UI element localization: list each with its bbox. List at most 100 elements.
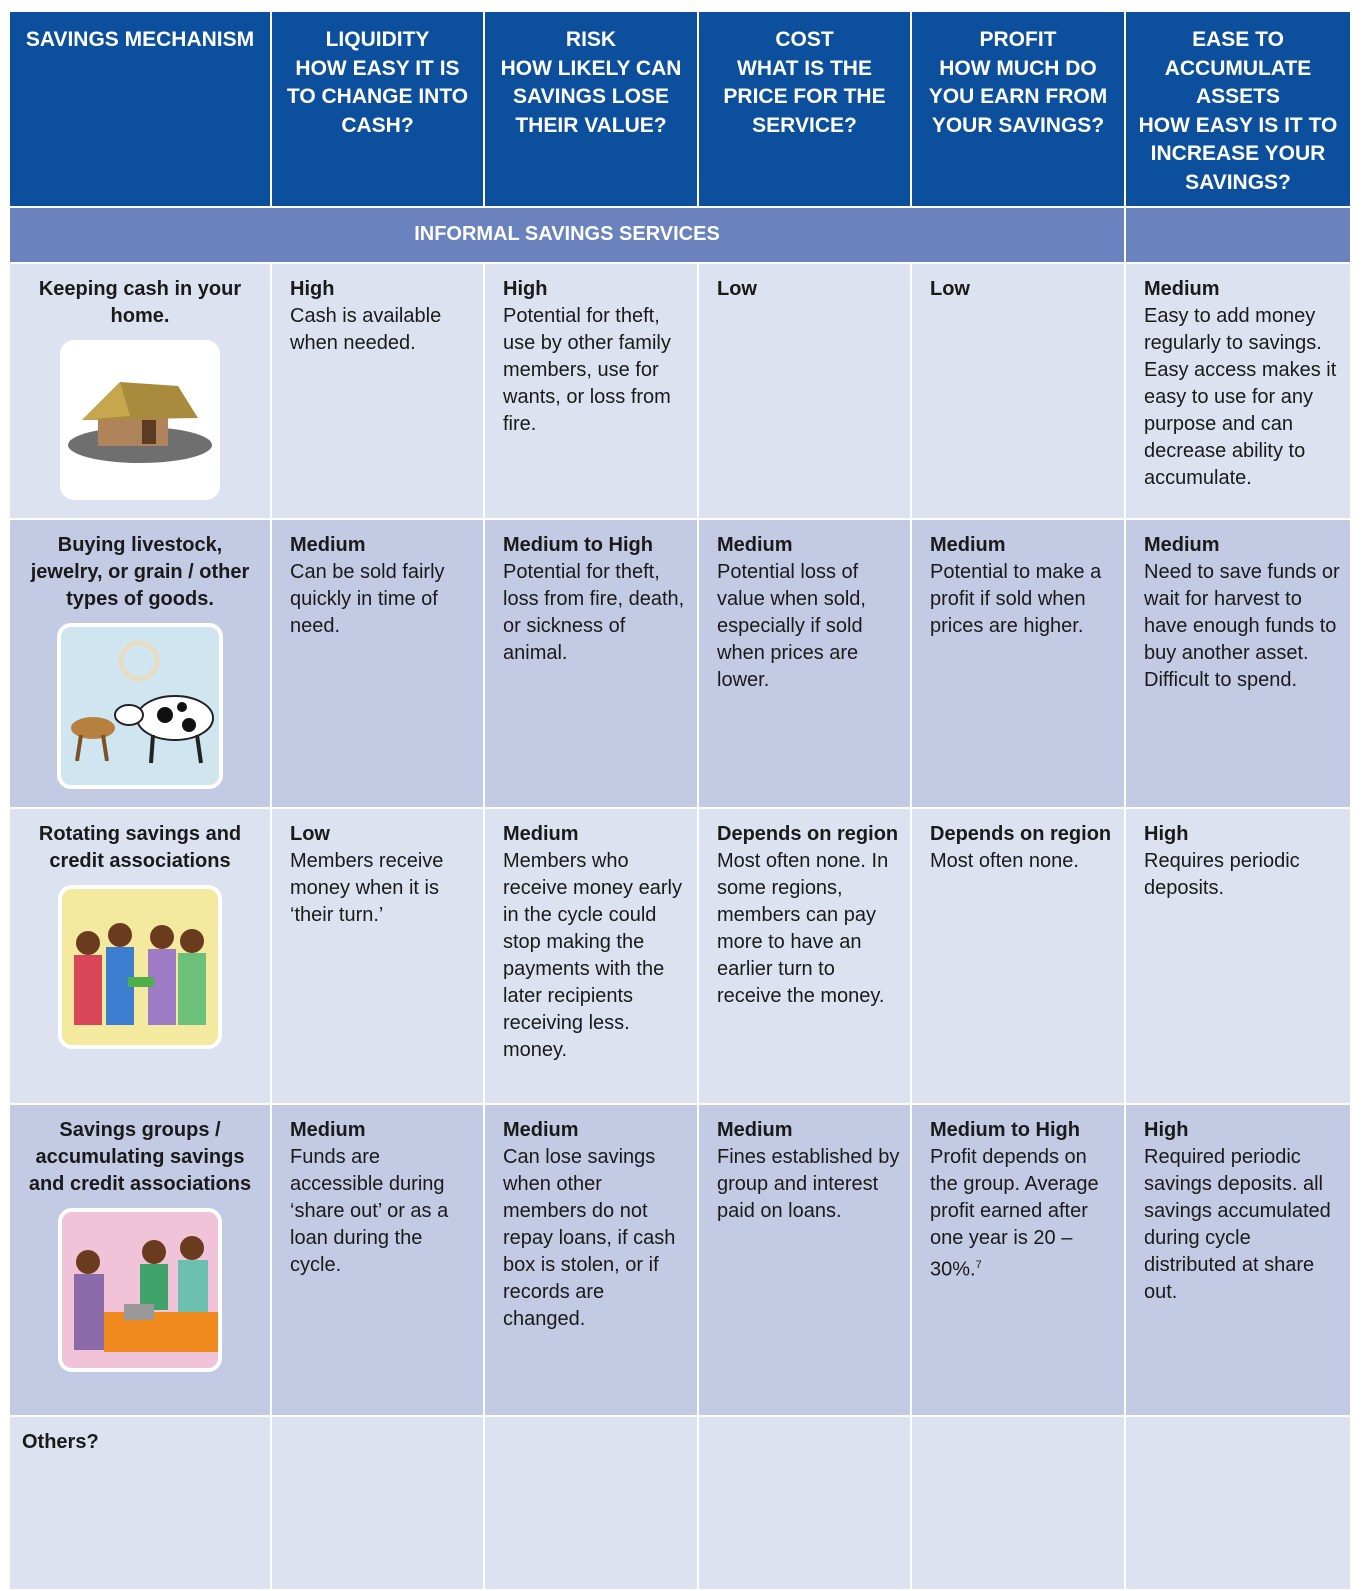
rating-level: High <box>1144 823 1189 845</box>
savings-table: SAVINGS MECHANISM LIQUIDITY HOW EASY IT IS… <box>8 10 1352 1591</box>
column-header: LIQUIDITY HOW EASY IT IS TO CHANGE INTO C… <box>272 12 483 206</box>
rating-level: Medium <box>717 534 793 556</box>
table-row: Buying livestock, jewelry, or grain / ot… <box>10 520 1350 807</box>
column-header: COST WHAT IS THE PRICE FOR THE SERVICE? <box>699 12 910 206</box>
rating-text: Can lose savings when other members do n… <box>503 1146 676 1330</box>
column-label: PROFIT <box>979 28 1057 51</box>
rating-cell: High Required periodic savings deposits. … <box>1126 1105 1350 1415</box>
rating-cell: Medium Potential to make a profit if sold… <box>912 520 1124 807</box>
rating-text: Members receive money when it is ‘their … <box>290 850 444 926</box>
table-row: Others? <box>10 1417 1350 1589</box>
column-label: COST <box>775 28 834 51</box>
rating-cell: High Potential for theft, use by other fa… <box>485 264 697 518</box>
section-row: INFORMAL SAVINGS SERVICES <box>10 208 1350 262</box>
rating-cell <box>699 1417 910 1589</box>
rating-cell: Medium Fines established by group and int… <box>699 1105 910 1415</box>
rating-level: Medium to High <box>503 534 653 556</box>
table-row: Rotating savings and credit associations… <box>10 809 1350 1103</box>
savings-group-illustration <box>58 1208 222 1372</box>
rating-text: Fines established by group and interest … <box>717 1146 900 1222</box>
mechanism-cell: Rotating savings and credit associations <box>10 809 270 1103</box>
mechanism-name: Savings groups / accumulating savings an… <box>28 1119 252 1195</box>
rating-text: Potential to make a profit if sold when … <box>930 561 1102 637</box>
rating-text: Members who receive money early in the c… <box>503 850 682 1061</box>
rating-cell: Medium to High Potential for theft, loss … <box>485 520 697 807</box>
rosca-illustration <box>58 885 222 1049</box>
rating-level: Medium <box>1144 534 1220 556</box>
mechanism-name: Others? <box>22 1431 99 1453</box>
rating-text: Potential loss of value when sold, espec… <box>717 561 866 691</box>
rating-cell: Medium Easy to add money regularly to sav… <box>1126 264 1350 518</box>
column-question: HOW LIKELY CAN SAVINGS LOSE THEIR VALUE? <box>500 56 682 137</box>
column-question: HOW EASY IS IT TO INCREASE YOUR SAVINGS? <box>1138 113 1338 194</box>
rating-text: Potential for theft, use by other family… <box>503 305 671 435</box>
rating-cell: Medium to High Profit depends on the grou… <box>912 1105 1124 1415</box>
rating-text: Can be sold fairly quickly in time of ne… <box>290 561 445 637</box>
rating-cell: High Cash is available when needed. <box>272 264 483 518</box>
rating-text: Potential for theft, loss from fire, dea… <box>503 561 685 664</box>
header-row: SAVINGS MECHANISM LIQUIDITY HOW EASY IT IS… <box>10 12 1350 206</box>
column-label: SAVINGS MECHANISM <box>25 28 255 51</box>
rating-cell: Medium Can lose savings when other member… <box>485 1105 697 1415</box>
column-label: EASE TO ACCUMULATE ASSETS <box>1164 28 1312 108</box>
rating-level: High <box>503 278 548 300</box>
rating-level: Medium to High <box>930 1119 1080 1141</box>
rating-level: Depends on region <box>930 823 1112 845</box>
footnote-ref: 7 <box>975 1259 982 1271</box>
table-row: Keeping cash in your home. High Cash is a… <box>10 264 1350 518</box>
rating-level: Depends on region <box>717 823 899 845</box>
rating-level: Medium <box>717 1119 793 1141</box>
rating-cell: High Requires periodic deposits. <box>1126 809 1350 1103</box>
rating-cell: Medium Potential loss of value when sold,… <box>699 520 910 807</box>
rating-text: Funds are accessible during ‘share out’ … <box>290 1146 449 1276</box>
column-header: PROFIT HOW MUCH DO YOU EARN FROM YOUR SAV… <box>912 12 1124 206</box>
mechanism-cell: Buying livestock, jewelry, or grain / ot… <box>10 520 270 807</box>
table-row: Savings groups / accumulating savings an… <box>10 1105 1350 1415</box>
rating-cell <box>1126 1417 1350 1589</box>
mechanism-cell: Savings groups / accumulating savings an… <box>10 1105 270 1415</box>
rating-cell <box>912 1417 1124 1589</box>
rating-text: Required periodic savings deposits. all … <box>1144 1146 1331 1303</box>
rating-cell: Medium Funds are accessible during ‘share… <box>272 1105 483 1415</box>
column-header: EASE TO ACCUMULATE ASSETS HOW EASY IS IT … <box>1126 12 1350 206</box>
rating-level: Low <box>717 278 757 300</box>
rating-cell: Low Members receive money when it is ‘the… <box>272 809 483 1103</box>
rating-text: Most often none. <box>930 850 1079 872</box>
rating-cell: Medium Can be sold fairly quickly in time… <box>272 520 483 807</box>
rating-level: Low <box>290 823 330 845</box>
section-blank <box>1126 208 1350 262</box>
column-question: HOW EASY IT IS TO CHANGE INTO CASH? <box>286 56 469 137</box>
rating-cell <box>272 1417 483 1589</box>
column-label: RISK <box>565 28 617 51</box>
section-title: INFORMAL SAVINGS SERVICES <box>10 208 1124 262</box>
rating-cell: Medium Members who receive money early in… <box>485 809 697 1103</box>
rating-text: Most often none. In some regions, member… <box>717 850 889 1007</box>
column-header: RISK HOW LIKELY CAN SAVINGS LOSE THEIR VA… <box>485 12 697 206</box>
rating-text: Profit depends on the group. Average pro… <box>930 1146 1099 1281</box>
rating-level: High <box>1144 1119 1189 1141</box>
rating-cell: Low <box>699 264 910 518</box>
rating-text: Need to save funds or wait for harvest t… <box>1144 561 1340 691</box>
mechanism-cell: Keeping cash in your home. <box>10 264 270 518</box>
mechanism-name: Buying livestock, jewelry, or grain / ot… <box>30 534 250 610</box>
rating-level: Medium <box>290 1119 366 1141</box>
rating-text: Requires periodic deposits. <box>1144 850 1300 899</box>
rating-level: Medium <box>503 823 579 845</box>
column-header: SAVINGS MECHANISM <box>10 12 270 206</box>
rating-level: Medium <box>930 534 1006 556</box>
rating-cell: Medium Need to save funds or wait for har… <box>1126 520 1350 807</box>
rating-cell <box>485 1417 697 1589</box>
rating-level: Medium <box>290 534 366 556</box>
house-illustration <box>60 340 220 500</box>
rating-level: High <box>290 278 335 300</box>
column-label: LIQUIDITY <box>325 28 430 51</box>
rating-cell: Depends on region Most often none. <box>912 809 1124 1103</box>
mechanism-cell: Others? <box>10 1417 270 1589</box>
mechanism-name: Rotating savings and credit associations <box>38 823 242 872</box>
rating-cell: Low <box>912 264 1124 518</box>
rating-text: Easy to add money regularly to savings. … <box>1144 305 1337 489</box>
rating-cell: Depends on region Most often none. In som… <box>699 809 910 1103</box>
rating-text: Cash is available when needed. <box>290 305 442 354</box>
column-question: HOW MUCH DO YOU EARN FROM YOUR SAVINGS? <box>928 56 1108 137</box>
